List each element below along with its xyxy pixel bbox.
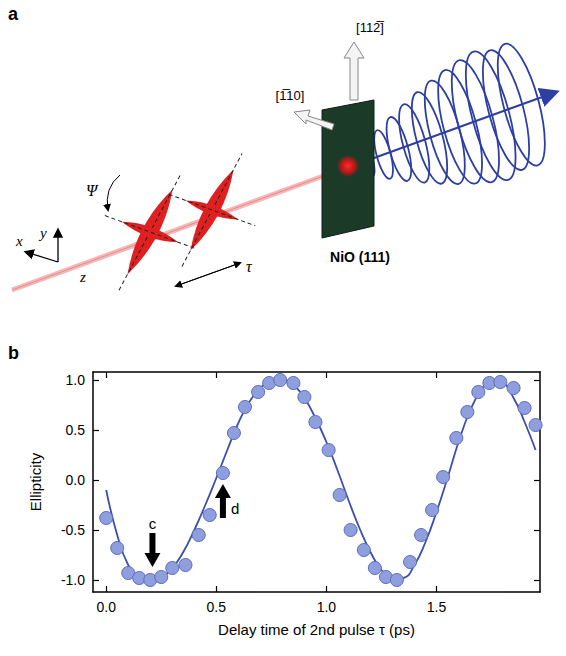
svg-text:z: z — [79, 269, 86, 285]
svg-text:1.0: 1.0 — [317, 599, 337, 615]
svg-text:NiO (111): NiO (111) — [330, 249, 390, 265]
svg-text:1.5: 1.5 — [427, 599, 447, 615]
svg-text:0.0: 0.0 — [96, 599, 116, 615]
svg-text:-1.0: -1.0 — [61, 572, 85, 588]
svg-text:[1̅10]: [1̅10] — [276, 88, 305, 103]
svg-text:x: x — [15, 233, 23, 249]
svg-text:y: y — [38, 225, 47, 241]
svg-text:-0.5: -0.5 — [61, 522, 85, 538]
svg-text:0.5: 0.5 — [66, 422, 86, 438]
svg-text:d: d — [231, 500, 239, 517]
svg-text:c: c — [149, 515, 157, 532]
svg-text:Ψ: Ψ — [86, 182, 99, 199]
svg-text:0.5: 0.5 — [207, 599, 227, 615]
svg-text:0.0: 0.0 — [66, 472, 86, 488]
svg-text:b: b — [8, 343, 19, 363]
svg-text:Delay time of 2nd pulse τ (ps): Delay time of 2nd pulse τ (ps) — [218, 621, 415, 638]
svg-text:[112̅]: [112̅] — [356, 20, 384, 35]
svg-text:1.0: 1.0 — [66, 372, 86, 388]
svg-text:τ: τ — [246, 258, 253, 275]
svg-text:Ellipticity: Ellipticity — [27, 452, 44, 511]
svg-text:a: a — [8, 4, 19, 24]
